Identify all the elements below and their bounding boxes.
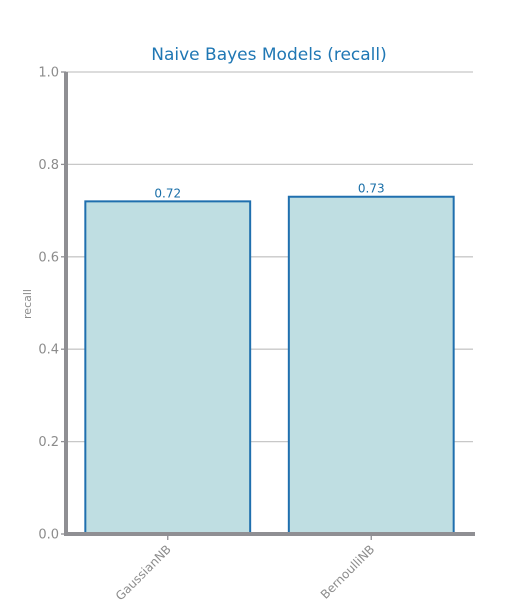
y-axis-label: recall <box>21 289 34 319</box>
bar <box>84 200 252 536</box>
y-tick-label: 0.0 <box>38 528 59 543</box>
y-tick-label: 0.6 <box>38 250 59 265</box>
bars <box>84 195 455 536</box>
y-tick-label: 0.8 <box>38 158 59 173</box>
x-tick-label: BernoulliNB <box>318 542 377 600</box>
bar-value-label: 0.72 <box>154 186 181 200</box>
x-tick-labels: GaussianNB BernoulliNB <box>113 534 377 600</box>
bar-value-label: 0.73 <box>358 182 385 196</box>
data-labels: 0.72 0.73 <box>154 182 384 201</box>
y-tick-label: 0.2 <box>38 435 59 450</box>
axes <box>64 72 475 536</box>
y-tick-labels: 0.0 0.2 0.4 0.6 0.8 1.0 <box>38 66 59 543</box>
x-tick-label: GaussianNB <box>113 542 174 600</box>
bar <box>287 195 455 536</box>
y-tick-label: 0.4 <box>38 343 59 358</box>
y-tick-label: 1.0 <box>38 66 59 81</box>
chart-title: Naive Bayes Models (recall) <box>151 45 387 65</box>
